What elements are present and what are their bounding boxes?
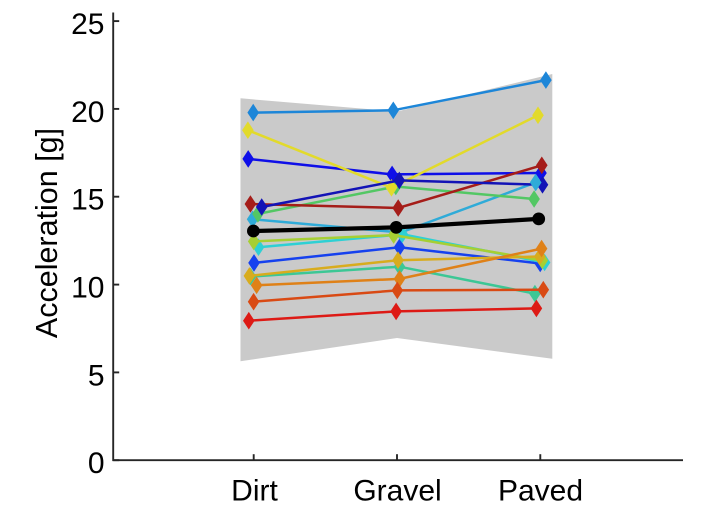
svg-text:20: 20 — [71, 96, 104, 129]
svg-text:Dirt: Dirt — [231, 475, 278, 508]
svg-text:5: 5 — [88, 359, 105, 392]
svg-text:10: 10 — [71, 272, 104, 305]
svg-text:Acceleration [g]: Acceleration [g] — [30, 128, 64, 338]
svg-text:0: 0 — [88, 447, 105, 480]
svg-text:25: 25 — [71, 8, 104, 41]
svg-text:Gravel: Gravel — [353, 475, 441, 508]
svg-text:15: 15 — [71, 184, 104, 217]
svg-text:Paved: Paved — [498, 475, 583, 508]
